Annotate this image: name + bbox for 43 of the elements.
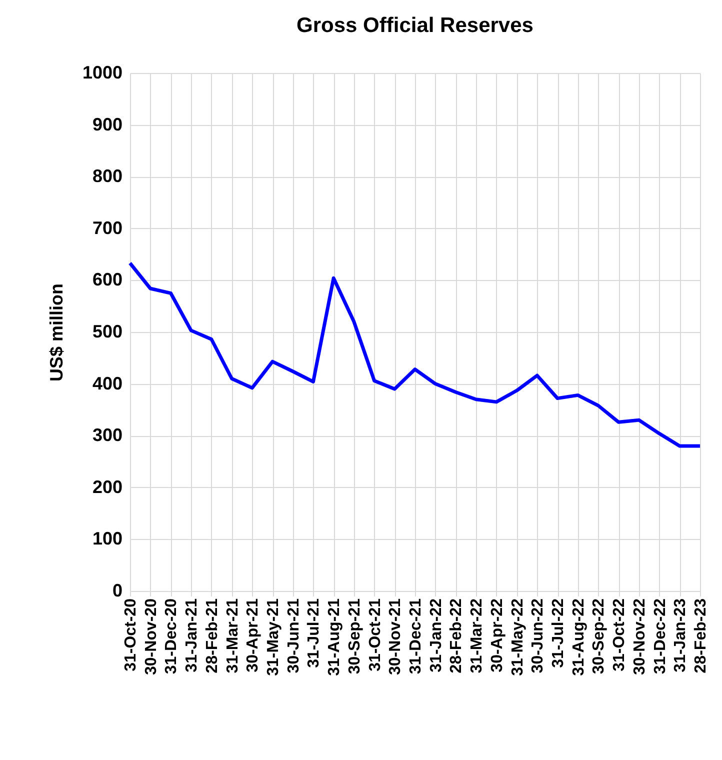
x-tick-label: 31-Oct-21	[366, 598, 384, 672]
line-series	[128, 261, 702, 448]
x-tick-label: 30-Sep-21	[346, 598, 364, 674]
x-tick-label: 31-May-21	[265, 598, 282, 676]
y-tick-label: 200	[92, 476, 122, 497]
x-tick-label: 28-Feb-21	[204, 598, 221, 674]
x-tick-label: 28-Feb-23	[692, 598, 710, 674]
y-tick-label: 500	[92, 322, 122, 342]
x-tick-label: 31-Jan-23	[672, 598, 690, 672]
chart-title: Gross Official Reserves	[296, 14, 534, 37]
x-tick-label: 31-Jan-21	[184, 598, 201, 672]
x-tick-label: 30-Jun-22	[530, 598, 547, 674]
x-tick-label: 30-Apr-21	[244, 598, 262, 672]
y-tick-label: 800	[92, 166, 122, 186]
x-tick-label: 31-Jul-21	[306, 598, 323, 668]
y-tick-label: 0	[112, 580, 122, 600]
x-tick-label: 30-Nov-21	[387, 598, 404, 675]
y-tick-label: 100	[92, 528, 122, 549]
x-tick-label: 31-Oct-20	[122, 598, 140, 672]
y-tick-label: 400	[92, 373, 122, 394]
x-tick-label: 31-Jan-22	[428, 598, 445, 672]
x-tick-label: 31-Aug-21	[326, 598, 344, 676]
x-tick-label: 31-Mar-22	[468, 598, 486, 674]
y-axis-title: US$ million	[46, 283, 66, 382]
x-tick-label: 30-Apr-22	[488, 598, 506, 672]
x-tick-label: 31-Dec-20	[163, 598, 180, 674]
y-tick-label: 1000	[82, 62, 122, 82]
x-tick-label: 31-Jul-22	[550, 598, 567, 668]
x-tick-label: 31-Dec-21	[408, 598, 424, 674]
x-tick-label: 30-Sep-22	[590, 598, 608, 674]
y-tick-label: 700	[92, 218, 122, 238]
x-tick-label: 30-Nov-22	[631, 598, 648, 675]
y-tick-label: 300	[92, 425, 122, 446]
x-tick-label: 31-Mar-21	[224, 598, 242, 674]
x-tick-label: 31-Dec-22	[652, 598, 669, 674]
y-tick-label: 600	[92, 270, 122, 290]
y-tick-label: 900	[92, 114, 122, 134]
x-tick-label: 31-May-22	[509, 598, 526, 676]
x-tick-label: 31-Aug-22	[570, 598, 588, 676]
x-tick-label: 30-Nov-20	[142, 598, 160, 675]
x-tick-label: 30-Jun-21	[285, 598, 302, 674]
x-tick-label: 28-Feb-22	[448, 598, 466, 674]
x-tick-label: 31-Oct-22	[611, 598, 628, 672]
